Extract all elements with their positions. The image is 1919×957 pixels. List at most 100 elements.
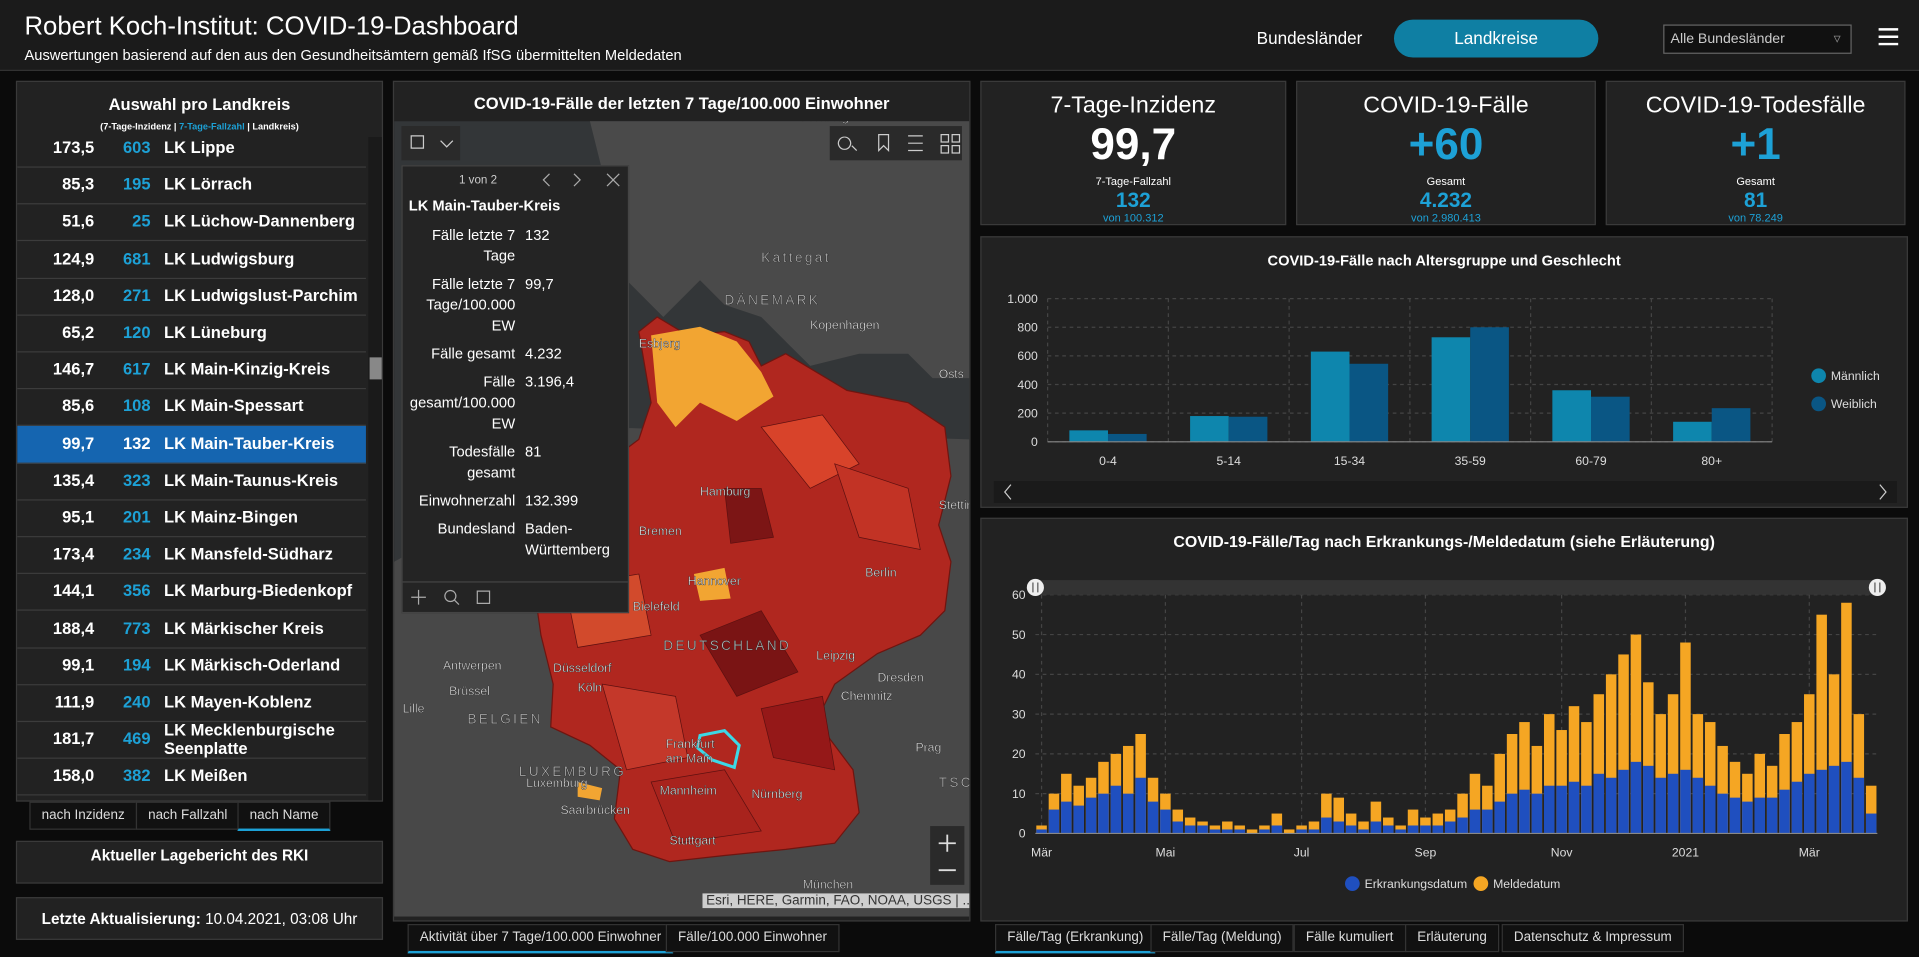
- district-row[interactable]: 111,9 240 LK Mayen-Koblenz: [17, 684, 366, 723]
- scroll-right[interactable]: [1879, 484, 1887, 500]
- tab[interactable]: Erläuterung: [1404, 924, 1500, 953]
- map-tools[interactable]: [829, 126, 962, 161]
- bar: [1593, 773, 1605, 834]
- field-value: 3.196,4: [525, 373, 575, 391]
- district-row[interactable]: 135,4 323 LK Main-Taunus-Kreis: [17, 462, 366, 501]
- district-row[interactable]: 95,1 201 LK Mainz-Bingen: [17, 499, 366, 538]
- scroll-bar[interactable]: [993, 480, 1897, 504]
- district-region: [760, 695, 836, 771]
- district-row[interactable]: 188,4 773 LK Märkischer Kreis: [17, 610, 366, 649]
- popup-actions[interactable]: [409, 587, 507, 607]
- tab[interactable]: Fälle/Tag (Meldung): [1150, 924, 1294, 953]
- map-toolbar[interactable]: [401, 126, 461, 161]
- daily-chart-panel: COVID-19-Fälle/Tag nach Erkrankungs-/Mel…: [980, 517, 1908, 922]
- zoom-icons[interactable]: [938, 834, 956, 872]
- field-label: Fälle letzte 7 Tage: [431, 226, 516, 265]
- popup-controls[interactable]: [540, 171, 626, 188]
- x-tick-label: 0-4: [1099, 454, 1117, 468]
- bar: [1791, 722, 1803, 834]
- bar: [1395, 829, 1406, 834]
- district-region: [834, 463, 921, 550]
- bar: [1556, 785, 1567, 834]
- map-label: Mannheim: [660, 783, 717, 797]
- bar: [1655, 714, 1666, 834]
- district-row[interactable]: 144,1 356 LK Marburg-Biedenkopf: [17, 573, 366, 612]
- bar: [1543, 714, 1555, 834]
- district-row[interactable]: 128,0 271 LK Ludwigslust-Parchim: [17, 278, 366, 316]
- district-name: LK Mainz-Bingen: [163, 507, 299, 527]
- map-label: Nürnberg: [751, 787, 802, 801]
- tab[interactable]: nach Name: [237, 801, 331, 831]
- tab[interactable]: nach Inzidenz: [29, 801, 137, 830]
- case-count: 201: [122, 507, 151, 527]
- bar: [1568, 781, 1580, 834]
- scroll-thumb[interactable]: [369, 357, 382, 380]
- district-row[interactable]: 65,2 120 LK Lüneburg: [17, 315, 366, 353]
- district-row[interactable]: 173,5 603 LK Lippe: [17, 137, 366, 168]
- district-row[interactable]: 99,7 132 LK Main-Tauber-Kreis: [17, 425, 366, 464]
- scroll-left[interactable]: [1003, 484, 1012, 500]
- bar: [1383, 825, 1394, 834]
- slider-handle[interactable]: [1026, 578, 1044, 597]
- x-tick-label: 2021: [1672, 846, 1699, 860]
- case-count: 469: [122, 729, 151, 749]
- district-row[interactable]: 51,6 25 LK Lüchow-Dannenberg: [17, 204, 366, 242]
- district-row[interactable]: 85,3 195 LK Lörrach: [17, 167, 366, 205]
- field-value: 81: [525, 443, 542, 461]
- tab[interactable]: nach Fallzahl: [135, 801, 240, 830]
- legend-label: Meldedatum: [1493, 877, 1560, 891]
- low-incidence-region: [693, 567, 731, 601]
- bar: [1135, 777, 1146, 834]
- tab[interactable]: Datenschutz & Impressum: [1501, 924, 1685, 953]
- toolbar-icons[interactable]: [410, 135, 454, 149]
- district-name: LK Mansfeld-Südharz: [163, 544, 333, 564]
- slider-handle[interactable]: [1868, 578, 1886, 597]
- map-label: Dresden: [878, 671, 924, 685]
- range-slider[interactable]: [1035, 580, 1878, 595]
- kpi-card: 7-Tage-Inzidenz 99,7 7-Tage-Fallzahl 132 von…: [980, 80, 1287, 226]
- list-title: Auswahl pro Landkreis: [108, 95, 291, 114]
- tool-icons[interactable]: [837, 134, 961, 154]
- tab[interactable]: Fälle/Tag (Erkrankung): [994, 924, 1156, 954]
- nav-button-active[interactable]: Landkreise: [1393, 19, 1599, 58]
- map-label: DÄNEMARK: [725, 293, 821, 308]
- scrollbar[interactable]: [368, 137, 382, 801]
- bar: [1098, 793, 1109, 834]
- district-row[interactable]: 146,7 617 LK Main-Kinzig-Kreis: [17, 351, 366, 390]
- case-count: 194: [122, 655, 151, 675]
- incidence: 99,1: [62, 655, 95, 675]
- app-subtitle: Auswertungen basierend auf den aus den G…: [24, 46, 682, 64]
- tab[interactable]: Fälle/100.000 Einwohner: [665, 924, 840, 953]
- district-row[interactable]: 181,7 469 LK Mecklenburgische Seenplatte: [17, 721, 366, 760]
- incidence: 65,2: [62, 323, 95, 342]
- bar: [1531, 745, 1543, 834]
- bar: [1568, 706, 1580, 834]
- map-label: Kattegat: [761, 250, 831, 265]
- district-row[interactable]: 173,4 234 LK Mansfeld-Südharz: [17, 536, 366, 575]
- popup-divider: [402, 581, 628, 583]
- handle-grip: [1874, 582, 1881, 593]
- bar: [1531, 793, 1543, 834]
- field-value: 99,7: [525, 275, 554, 293]
- report-box[interactable]: Aktueller Lagebericht des RKI: [15, 840, 384, 884]
- tab[interactable]: Fälle kumuliert: [1293, 924, 1406, 953]
- bar: [1704, 785, 1716, 834]
- district-row[interactable]: 124,9 681 LK Ludwigsburg: [17, 241, 366, 279]
- district-row[interactable]: 99,1 194 LK Märkisch-Oderland: [17, 647, 366, 686]
- nav-button[interactable]: Bundesländer: [1256, 28, 1363, 48]
- map-label: Hannover: [688, 574, 741, 588]
- bar: [1494, 801, 1505, 834]
- region-select[interactable]: Alle Bundesländer ▿: [1663, 24, 1852, 54]
- low-incidence-region: [651, 326, 774, 428]
- case-count: 234: [122, 544, 151, 564]
- district-row[interactable]: 158,0 382 LK Meißen: [17, 758, 366, 796]
- bar: [1754, 797, 1766, 834]
- menu-icon[interactable]: [1877, 27, 1899, 47]
- tab[interactable]: Aktivität über 7 Tage/100.000 Einwohner: [407, 924, 674, 954]
- kpi-card: COVID-19-Todesfälle +1 Gesamt 81 von 78.249: [1605, 80, 1906, 226]
- district-row[interactable]: 85,6 108 LK Main-Spessart: [17, 388, 366, 427]
- bar: [1190, 416, 1229, 442]
- legend-label: Männlich: [1831, 369, 1880, 383]
- kpi-sub-label: Gesamt: [1426, 175, 1466, 188]
- y-tick-label: 40: [1012, 668, 1026, 682]
